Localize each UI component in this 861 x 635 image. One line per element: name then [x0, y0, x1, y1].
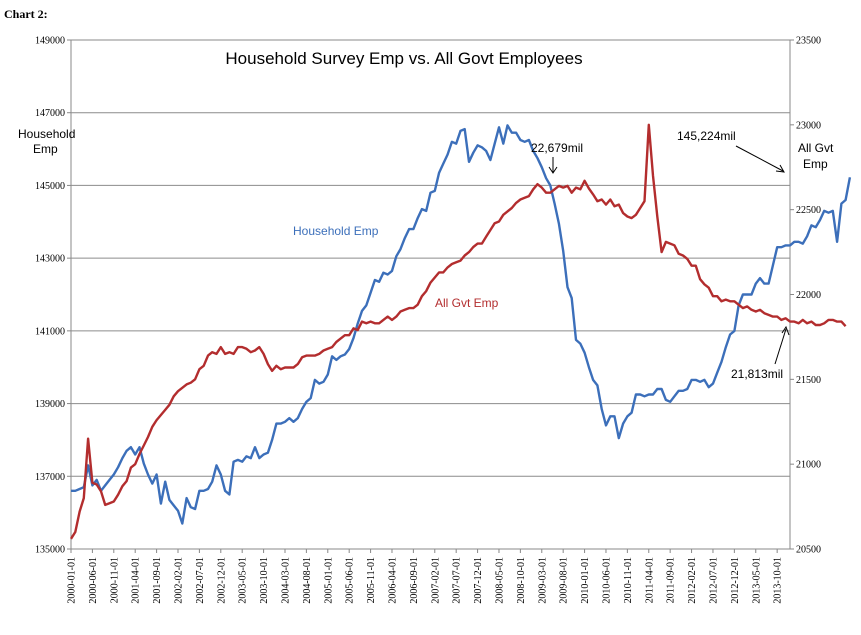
series-layer: [69, 123, 852, 540]
chart-title: Household Survey Emp vs. All Govt Employ…: [225, 49, 582, 68]
x-tick-label: 2005-06-01: [345, 557, 356, 604]
x-tick-label: 2007-07-01: [452, 557, 463, 604]
annotation-govt-peak: 22,679mil: [531, 141, 583, 155]
x-tick-label: 2003-10-01: [259, 557, 270, 604]
annotation-household-latest: 145,224mil: [677, 129, 736, 143]
right-tick-label: 22000: [796, 290, 821, 301]
x-tick-label: 2010-01-01: [580, 557, 591, 604]
right-axis-label-line-1: All Gvt: [798, 141, 834, 155]
x-tick-label: 2002-02-01: [173, 557, 184, 604]
left-tick-label: 137000: [35, 472, 65, 483]
x-tick-label: 2009-08-01: [559, 557, 570, 604]
x-tick-label: 2000-01-01: [67, 557, 78, 604]
right-tick-label: 23500: [796, 36, 821, 47]
arrow-household-latest-head: [775, 164, 785, 173]
series-line-all-gvt-emp: [69, 123, 847, 540]
x-tick-label: 2010-11-01: [623, 557, 634, 603]
left-axis-label-line-2: Emp: [33, 142, 58, 156]
series-line-household-emp: [71, 124, 852, 525]
x-tick-label: 2001-04-01: [131, 557, 142, 604]
plot-frame: [70, 39, 791, 550]
x-tick-label: 2011-09-01: [666, 557, 677, 603]
x-tick-label: 2000-11-01: [109, 557, 120, 603]
x-axis-ticks: 2000-01-01 2000-06-01 2000-11-01 2001-04-01…: [67, 549, 784, 604]
left-axis-label-line-1: Household: [18, 127, 75, 141]
arrow-govt-peak-head: [548, 166, 558, 174]
arrow-govt-latest: [774, 328, 787, 365]
left-tick-label: 145000: [35, 181, 65, 192]
annotation-arrows: [548, 145, 790, 365]
x-tick-label: 2004-08-01: [302, 557, 313, 604]
x-tick-label: 2013-05-01: [751, 557, 762, 604]
x-tick-label: 2012-02-01: [687, 557, 698, 604]
right-tick-label: 21000: [796, 460, 821, 471]
right-axis-label-line-2: Emp: [803, 157, 828, 171]
x-tick-label: 2013-10-01: [773, 557, 784, 604]
annotation-household-emp: Household Emp: [293, 224, 379, 238]
x-tick-label: 2012-07-01: [708, 557, 719, 604]
x-tick-label: 2005-11-01: [366, 557, 377, 603]
x-tick-label: 2006-09-01: [409, 557, 420, 604]
x-tick-label: 2007-12-01: [473, 557, 484, 604]
x-tick-label: 2005-01-01: [323, 557, 334, 604]
x-tick-label: 2004-03-01: [280, 557, 291, 604]
chart-caption: Chart 2:: [4, 7, 48, 21]
annotation-all-gvt-emp: All Gvt Emp: [435, 296, 499, 310]
x-tick-label: 2010-06-01: [601, 557, 612, 604]
x-tick-label: 2002-12-01: [216, 557, 227, 604]
x-tick-label: 2006-04-01: [387, 557, 398, 604]
left-tick-label: 147000: [35, 108, 65, 119]
left-tick-label: 143000: [35, 254, 65, 265]
annotation-govt-latest: 21,813mil: [731, 367, 783, 381]
left-tick-label: 149000: [35, 36, 65, 47]
left-axis-ticks: 135000 137000 139000 141000 143000 145000 1470…: [35, 36, 71, 556]
left-tick-label: 141000: [35, 326, 65, 337]
left-tick-label: 135000: [35, 545, 65, 556]
right-axis-ticks: 20500 21000 21500 22000 22500 23000 23500: [790, 36, 821, 556]
right-tick-label: 22500: [796, 205, 821, 216]
x-tick-label: 2003-05-01: [238, 557, 249, 604]
x-tick-label: 2008-05-01: [494, 557, 505, 604]
x-tick-label: 2012-12-01: [730, 557, 741, 604]
x-tick-label: 2002-07-01: [195, 557, 206, 604]
gridlines: [71, 112, 790, 477]
x-tick-label: 2000-06-01: [88, 557, 99, 604]
arrow-household-latest: [735, 145, 784, 172]
right-tick-label: 21500: [796, 375, 821, 386]
right-tick-label: 23000: [796, 120, 821, 131]
x-tick-label: 2001-09-01: [152, 557, 163, 604]
right-tick-label: 20500: [796, 545, 821, 556]
x-tick-label: 2009-03-01: [537, 557, 548, 604]
x-tick-label: 2007-02-01: [430, 557, 441, 604]
left-tick-label: 139000: [35, 399, 65, 410]
x-tick-label: 2011-04-01: [644, 557, 655, 603]
x-tick-label: 2008-10-01: [516, 557, 527, 604]
arrow-govt-latest-head: [781, 325, 790, 336]
